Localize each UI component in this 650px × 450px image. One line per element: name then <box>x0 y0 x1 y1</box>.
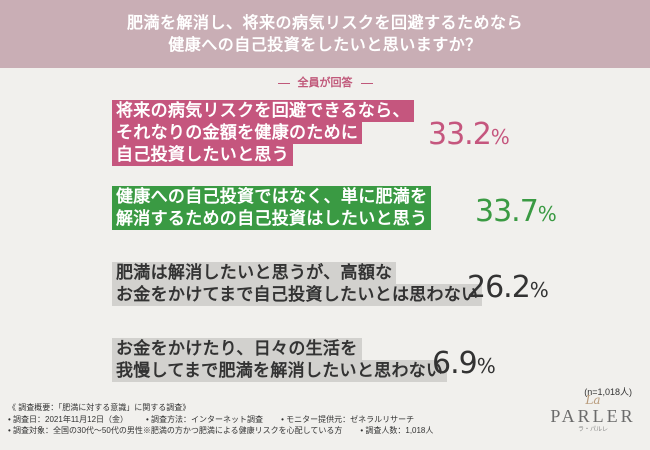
answer-2-percent: 33.7% <box>475 194 557 229</box>
answer-4-value: 6.9 <box>432 346 478 381</box>
question-line-1: 肥満を解消し、将来の病気リスクを回避するためなら <box>126 13 523 32</box>
survey-count: • 調査人数：1,018人 <box>360 426 434 435</box>
question-header: 肥満を解消し、将来の病気リスクを回避するためなら 健康への自己投資をしたいと思い… <box>0 0 650 68</box>
answer-3-percent: 26.2% <box>467 270 549 305</box>
answer-2-sign: % <box>537 202 557 226</box>
logo-la: La <box>585 393 601 407</box>
question-line-2: 健康への自己投資をしたいと思いますか？ <box>168 35 482 54</box>
answer-1: 将来の病気リスクを回避できるなら、 それなりの金額を健康のために 自己投資したい… <box>112 100 414 166</box>
answer-1-line-1: 将来の病気リスクを回避できるなら、 <box>112 100 414 122</box>
answer-2-line-2: 解消するための自己投資はしたいと思う <box>112 208 432 230</box>
answer-2-line-1: 健康への自己投資ではなく、単に肥満を <box>112 186 432 208</box>
survey-overview: 《 調査概要：「肥満に対する意識」に関する調査》 • 調査日：2021年11月1… <box>8 402 568 437</box>
survey-target: • 調査対象：全国の30代〜50代の男性※肥満の方かつ肥満による健康リスクを心配… <box>8 426 343 435</box>
answer-1-percent: 33.2% <box>428 117 510 152</box>
answer-3-line-2: お金をかけてまで自己投資したいとは思わない <box>112 284 483 306</box>
dash-right <box>360 82 373 84</box>
answer-4-sign: % <box>476 354 496 378</box>
survey-method: • 調査方法：インターネット調査 <box>146 414 264 424</box>
answer-4-line-1: お金をかけたり、日々の生活を <box>112 338 362 360</box>
answer-3-sign: % <box>529 278 549 302</box>
answer-1-line-3: 自己投資したいと思う <box>112 144 293 166</box>
survey-row-2: • 調査対象：全国の30代〜50代の男性※肥満の方かつ肥満による健康リスクを心配… <box>8 425 568 437</box>
answer-3: 肥満は解消したいと思うが、高額な お金をかけてまで自己投資したいとは思わない <box>112 262 483 306</box>
la-parler-logo: La PARLER ラ・パルレ <box>548 394 638 444</box>
respondent-label: 全員が回答 <box>0 74 650 90</box>
respondent-label-text: 全員が回答 <box>297 76 353 89</box>
dash-left <box>277 82 290 84</box>
answer-3-value: 26.2 <box>467 270 531 305</box>
logo-kana: ラ・パルレ <box>577 427 608 433</box>
answer-4-line-2: 我慢してまで肥満を解消したいと思わない <box>112 360 448 382</box>
answer-4: お金をかけたり、日々の生活を 我慢してまで肥満を解消したいと思わない <box>112 338 448 382</box>
survey-title: 《 調査概要：「肥満に対する意識」に関する調査》 <box>8 403 191 412</box>
answer-1-line-2: それなりの金額を健康のために <box>112 122 363 144</box>
logo-name: PARLER <box>550 406 636 426</box>
sample-size-note: (n=1,018人) <box>584 387 632 397</box>
survey-row-1: • 調査日：2021年11月12日（金） • 調査方法：インターネット調査 • モニ… <box>8 414 568 426</box>
answer-2: 健康への自己投資ではなく、単に肥満を 解消するための自己投資はしたいと思う <box>112 186 432 230</box>
answer-3-line-1: 肥満は解消したいと思うが、高額な <box>112 262 397 284</box>
survey-date: • 調査日：2021年11月12日（金） <box>8 414 129 424</box>
answer-1-sign: % <box>490 125 510 149</box>
answer-1-value: 33.2 <box>428 117 492 152</box>
answer-4-percent: 6.9% <box>432 346 496 381</box>
answer-2-value: 33.7 <box>475 194 539 229</box>
survey-monitor: • モニター提供元：ゼネラルリサーチ <box>281 414 415 424</box>
